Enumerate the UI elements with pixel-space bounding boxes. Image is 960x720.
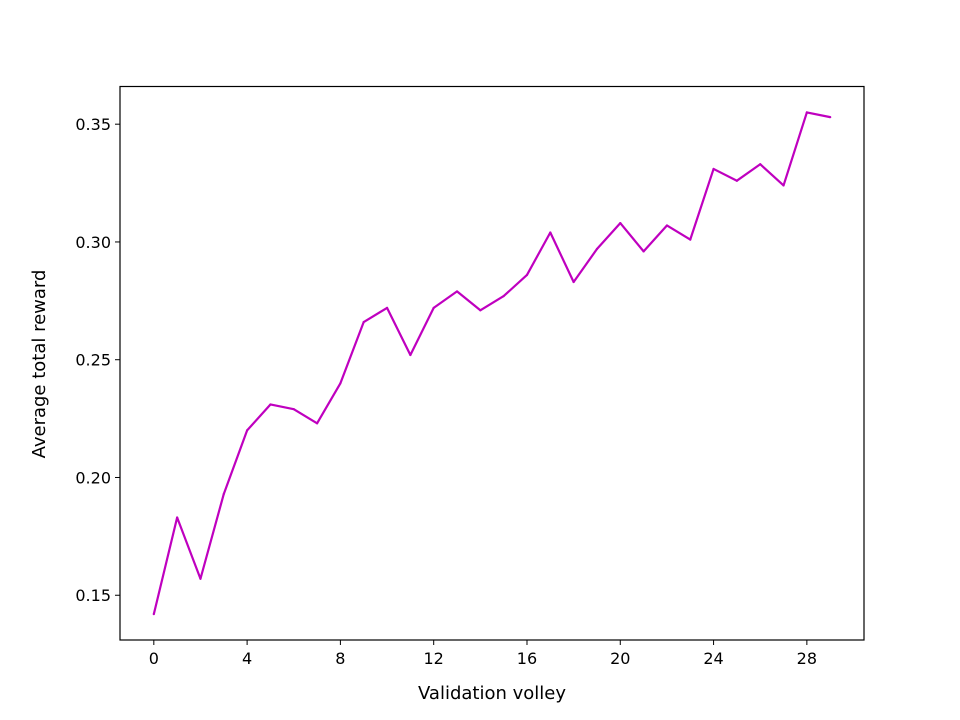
- data-point: [479, 309, 482, 312]
- data-point: [665, 224, 669, 227]
- data-point: [176, 516, 179, 519]
- data-point: [595, 247, 599, 251]
- y-tick-label: 0.30: [75, 233, 111, 252]
- data-point: [246, 429, 249, 432]
- x-tick-label: 4: [242, 649, 252, 668]
- plot-frame: [119, 85, 865, 641]
- data-point: [759, 163, 762, 166]
- data-point: [222, 492, 225, 496]
- y-tick-label: 0.35: [75, 115, 111, 134]
- data-point: [339, 382, 342, 385]
- data-point: [619, 222, 622, 225]
- y-axis-label: Average total reward: [29, 270, 50, 459]
- y-tick-label: 0.25: [75, 351, 111, 370]
- x-tick-label: 0: [149, 649, 159, 668]
- data-point: [455, 290, 459, 293]
- y-tick-label: 0.15: [75, 586, 111, 605]
- data-point: [502, 295, 505, 298]
- data-points: [152, 111, 832, 616]
- x-tick-label: 12: [424, 649, 444, 668]
- x-tick-label: 24: [703, 649, 723, 668]
- x-tick-label: 16: [517, 649, 537, 668]
- series-line-average-total-reward: [152, 111, 831, 615]
- x-tick-label: 28: [797, 649, 817, 668]
- data-point: [782, 184, 785, 187]
- data-point: [269, 403, 272, 406]
- x-axis-label: Validation volley: [418, 683, 566, 704]
- data-point: [152, 612, 155, 616]
- data-point: [642, 250, 645, 253]
- data-point: [432, 306, 435, 309]
- data-point: [572, 280, 575, 284]
- data-point: [362, 320, 365, 324]
- data-point: [385, 306, 389, 309]
- data-point: [292, 408, 295, 411]
- data-point: [199, 577, 202, 580]
- data-point: [712, 167, 715, 171]
- y-axis-ticks: 0.15 0.20 0.25 0.30 0.35: [75, 115, 120, 605]
- data-point: [315, 422, 319, 425]
- data-point: [549, 231, 552, 234]
- data-point: [525, 273, 529, 277]
- data-point: [409, 353, 412, 357]
- data-point: [689, 238, 692, 241]
- x-tick-label: 8: [335, 649, 345, 668]
- x-tick-label: 20: [610, 649, 630, 668]
- x-axis-ticks: 0 4 8 12 16 20 24 28: [149, 640, 817, 668]
- data-point: [805, 111, 808, 114]
- y-tick-label: 0.20: [75, 468, 111, 487]
- data-point: [735, 179, 738, 182]
- data-point: [829, 116, 832, 119]
